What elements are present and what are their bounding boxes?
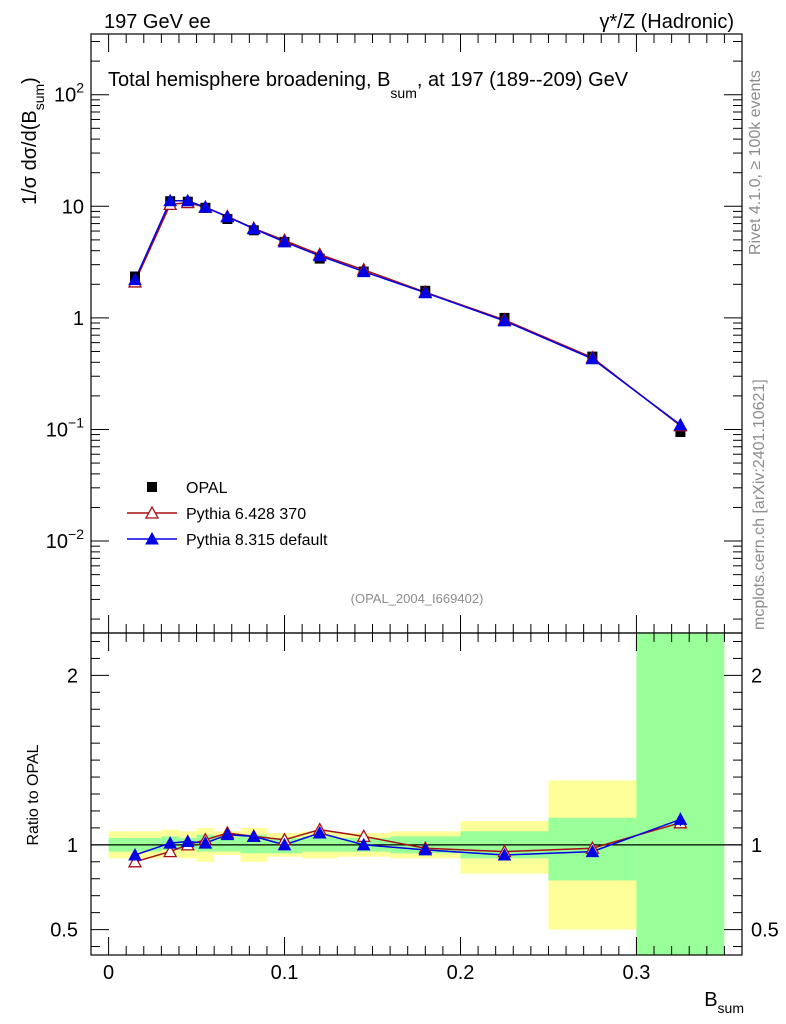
- ratio-y-tick-label-right: 1: [751, 835, 762, 857]
- ratio-pythia8-point: [163, 836, 178, 849]
- legend-pythia8-marker: [145, 531, 159, 545]
- y-tick-label: 1: [73, 308, 84, 330]
- ratio-pythia8-point: [180, 834, 195, 847]
- opal-point: [675, 427, 686, 437]
- legend-pythia6-marker: [144, 505, 160, 519]
- main-series: [127, 193, 688, 437]
- pythia8-point: [180, 193, 195, 207]
- pythia8-point: [673, 417, 688, 431]
- ratio-inner-band: [302, 836, 338, 852]
- ratio-y-tick-label: 2: [67, 665, 78, 687]
- pythia6-line: [134, 201, 681, 427]
- ratio-pythia8-point: [418, 842, 433, 856]
- ratio-pythia8-point: [198, 836, 213, 849]
- pythia8-point: [497, 313, 512, 327]
- legend-opal-label: OPAL: [186, 480, 228, 497]
- ratio-pythia8-point: [277, 837, 292, 851]
- header-right: γ*/Z (Hadronic): [600, 11, 734, 33]
- x-tick-label: 0.2: [447, 962, 475, 984]
- legend-pythia8-label: Pythia 8.315 default: [186, 532, 328, 549]
- pythia8-point: [312, 248, 327, 262]
- ratio-pythia8-point: [673, 812, 688, 825]
- ratio-y-axis-label: Ratio to OPAL: [25, 744, 42, 845]
- ratio-pythia8-point: [585, 844, 600, 858]
- analysis-id-label: (OPAL_2004_I669402): [351, 591, 484, 606]
- ratio-axes: 0.5 0.5 1 1 2 2 0 0.1 0.2 0.3: [50, 632, 779, 984]
- pythia8-point: [163, 193, 178, 207]
- legend: OPAL Pythia 6.428 370 Pythia 8.315 defau…: [127, 480, 328, 549]
- mcplots-label: mcplots.cern.ch [arXiv:2401.10621]: [751, 379, 768, 630]
- ratio-pythia8-point: [312, 825, 327, 839]
- y-tick-label: 10−2: [46, 526, 84, 553]
- y-tick-label: 102: [54, 80, 84, 107]
- pythia8-line: [134, 200, 681, 426]
- ratio-panel: [108, 633, 725, 955]
- ratio-pythia8-point: [497, 847, 512, 861]
- x-tick-label: 0.1: [271, 962, 299, 984]
- pythia8-point: [246, 221, 261, 235]
- pythia8-point: [198, 200, 213, 213]
- ratio-y-tick-label-right: 0.5: [751, 920, 779, 942]
- pythia8-point: [220, 209, 235, 223]
- ratio-pythia6-point: [127, 854, 143, 868]
- rivet-version-label: Rivet 4.1.0, ≥ 100k events: [747, 70, 764, 255]
- x-tick-label: 0: [103, 962, 114, 984]
- x-axis-label: Bsum: [704, 989, 744, 1016]
- header-left: 197 GeV ee: [104, 11, 211, 33]
- legend-opal-marker: [147, 482, 157, 492]
- ratio-y-tick-label: 1: [67, 835, 78, 857]
- ratio-pythia8-point: [128, 847, 142, 861]
- ratio-y-tick-label-right: 2: [751, 665, 762, 687]
- ratio-y-tick-label: 0.5: [50, 920, 78, 942]
- ratio-inner-band: [636, 633, 725, 955]
- ratio-series: [91, 812, 742, 868]
- ratio-inner-band: [240, 834, 267, 854]
- pythia8-point: [585, 351, 600, 365]
- ratio-pythia8-point: [356, 837, 371, 851]
- ratio-pythia6-point: [163, 844, 178, 858]
- pythia8-point: [128, 272, 142, 286]
- y-tick-label: 10: [62, 196, 84, 218]
- ratio-pythia8-point: [220, 827, 235, 841]
- x-tick-label: 0.3: [623, 962, 651, 984]
- ratio-inner-band: [214, 836, 241, 852]
- pythia8-point: [356, 264, 371, 278]
- ratio-pythia8-point: [246, 829, 261, 842]
- y-axis-label: 1/σ dσ/d(Bsum): [19, 77, 47, 205]
- pythia8-point: [418, 285, 433, 299]
- pythia8-point: [277, 234, 292, 248]
- legend-pythia6-label: Pythia 6.428 370: [186, 506, 306, 523]
- chart-title: Total hemisphere broadening, Bsum, at 19…: [108, 69, 629, 101]
- y-tick-label: 10−1: [46, 414, 84, 441]
